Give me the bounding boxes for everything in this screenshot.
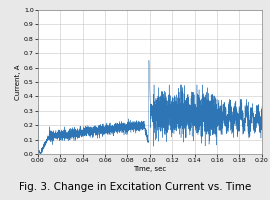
Y-axis label: Current, A: Current, A <box>15 64 21 100</box>
Text: Fig. 3. Change in Excitation Current vs. Time: Fig. 3. Change in Excitation Current vs.… <box>19 182 251 192</box>
X-axis label: Time, sec: Time, sec <box>133 166 167 172</box>
